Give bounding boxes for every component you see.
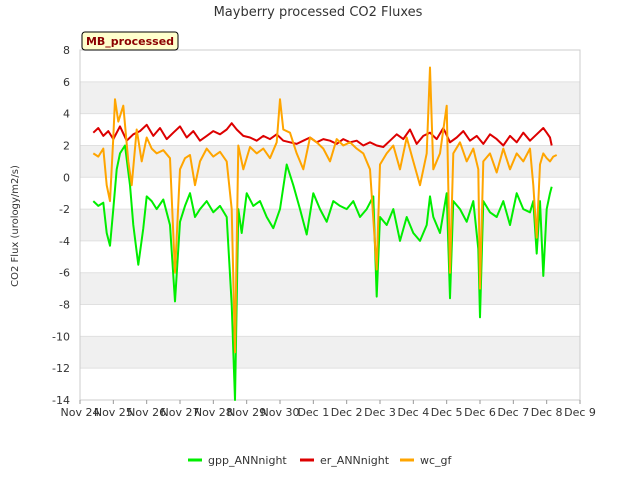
x-tick-label: Nov 25 [94, 406, 133, 419]
x-tick-label: Dec 9 [564, 406, 596, 419]
grid-band [80, 272, 580, 305]
y-tick-label: -14 [52, 394, 70, 407]
grid-band [80, 240, 580, 273]
chart-title: Mayberry processed CO2 Fluxes [214, 5, 423, 20]
x-tick-label: Nov 28 [194, 406, 233, 419]
x-tick-label: Dec 4 [397, 406, 429, 419]
x-tick-label: Nov 26 [127, 406, 166, 419]
series-line-wc-gf [92, 66, 558, 354]
x-tick-label: Nov 24 [61, 406, 100, 419]
x-tick-label: Nov 30 [261, 406, 300, 419]
y-tick-label: -10 [52, 330, 70, 343]
legend: gpp_ANNnight er_ANNnight wc_gf [188, 454, 453, 467]
y-tick-label: -4 [59, 235, 70, 248]
grid-bands [80, 49, 580, 401]
y-tick-label: -6 [59, 267, 70, 280]
y-axis-ticks: -14 -12 -10 -8 -6 -4 -2 0 2 4 6 8 [52, 44, 70, 407]
x-tick-label: Nov 27 [161, 406, 200, 419]
x-tick-label: Dec 2 [331, 406, 363, 419]
y-tick-label: -12 [52, 362, 70, 375]
legend-label: wc_gf [420, 454, 453, 467]
grid-band [80, 304, 580, 337]
x-tick-label: Dec 8 [531, 406, 563, 419]
y-tick-label: 4 [63, 108, 70, 121]
grid-band [80, 50, 580, 82]
plot-frame [79, 49, 581, 401]
y-tick-label: 0 [63, 171, 70, 184]
y-tick-label: -2 [59, 203, 70, 216]
grid-band [80, 81, 580, 114]
y-tick-label: 8 [63, 44, 70, 57]
x-tick-label: Dec 1 [297, 406, 329, 419]
grid-band [80, 336, 580, 369]
legend-label: gpp_ANNnight [208, 454, 287, 467]
grid-band [80, 177, 580, 210]
badge-label: MB_processed [86, 35, 174, 48]
series-line-er-annnight [92, 122, 553, 148]
legend-item: er_ANNnight [300, 454, 390, 467]
y-tick-label: 6 [63, 76, 70, 89]
legend-label: er_ANNnight [320, 454, 390, 467]
legend-item: wc_gf [400, 454, 453, 467]
x-tick-label: Dec 7 [497, 406, 529, 419]
grid-band [80, 368, 580, 400]
y-axis-label: CO2 Flux (urology/m2/s) [10, 165, 21, 287]
y-tick-label: -8 [59, 299, 70, 312]
x-tick-label: Dec 6 [464, 406, 496, 419]
x-tick-label: Dec 3 [364, 406, 396, 419]
y-tick-label: 2 [63, 139, 70, 152]
series-lines [92, 66, 558, 401]
legend-item: gpp_ANNnight [188, 454, 287, 467]
x-tick-label: Dec 5 [431, 406, 463, 419]
x-tick-label: Nov 29 [227, 406, 266, 419]
mb-processed-badge: MB_processed [81, 31, 179, 51]
